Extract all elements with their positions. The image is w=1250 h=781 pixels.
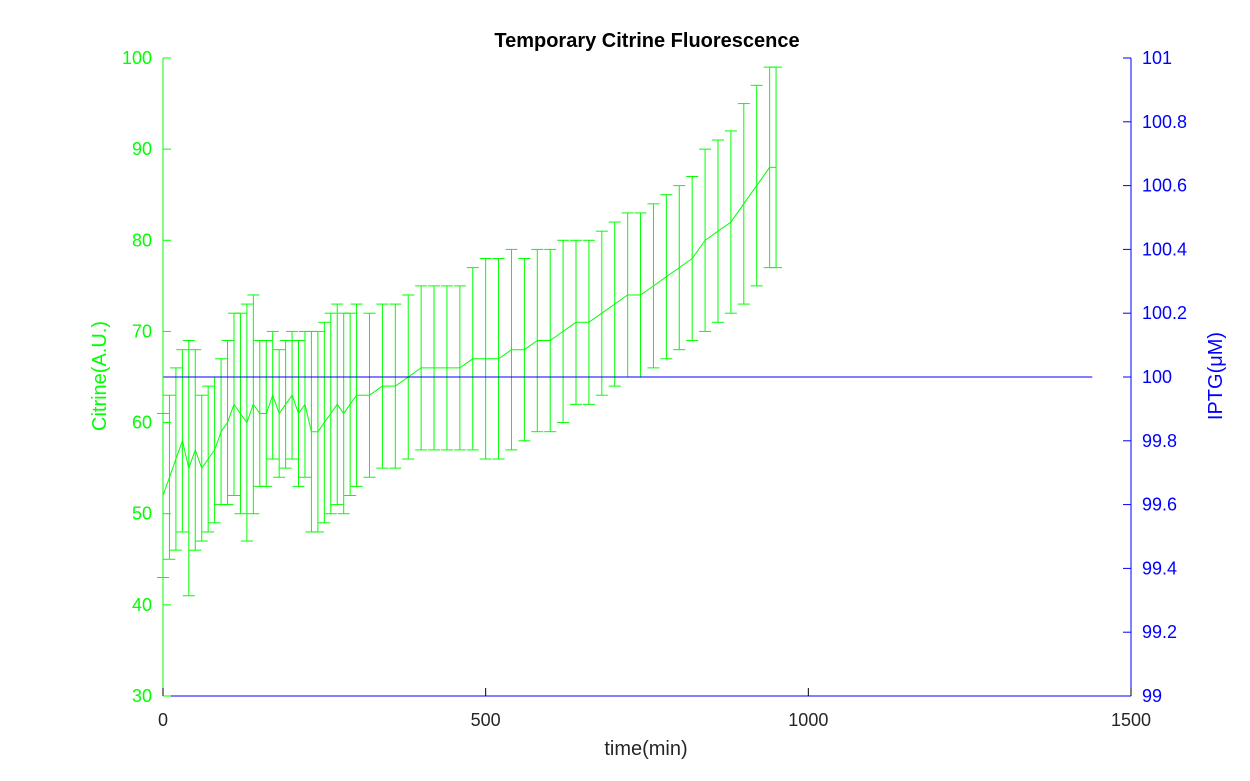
x-tick-label: 0 bbox=[158, 710, 168, 730]
y-right-tick-label: 99.2 bbox=[1142, 622, 1177, 642]
y-right-tick-label: 99.8 bbox=[1142, 431, 1177, 451]
y-left-tick-label: 60 bbox=[132, 413, 152, 433]
y-axis-left-label: Citrine(A.U.) bbox=[89, 321, 111, 431]
y-right-tick-label: 100.2 bbox=[1142, 303, 1187, 323]
y-right-tick-label: 99.4 bbox=[1142, 558, 1177, 578]
y-left-tick-label: 100 bbox=[122, 48, 152, 68]
series-layer bbox=[157, 66, 1093, 597]
y-right-tick-label: 100.8 bbox=[1142, 112, 1187, 132]
y-axis-right-label: IPTG(μM) bbox=[1205, 332, 1227, 420]
y-right-tick-label: 99 bbox=[1142, 686, 1162, 706]
y-left-tick-label: 30 bbox=[132, 686, 152, 706]
x-axis-label: time(min) bbox=[604, 738, 687, 760]
y-left-tick-label: 80 bbox=[132, 230, 152, 250]
y-right-tick-label: 100.4 bbox=[1142, 239, 1187, 259]
y-right-tick-label: 99.6 bbox=[1142, 495, 1177, 515]
y-left-tick-label: 90 bbox=[132, 139, 152, 159]
citrine-series-line bbox=[162, 166, 777, 496]
y-left-tick-label: 50 bbox=[132, 504, 152, 524]
y-left-tick-label: 40 bbox=[132, 595, 152, 615]
axes-layer: 0 500 1000 1500 30 40 50 60 70 80 90 100 99 99.2 99.4 9… bbox=[122, 48, 1187, 730]
y-right-tick-label: 101 bbox=[1142, 48, 1172, 68]
chart-title: Temporary Citrine Fluorescence bbox=[494, 30, 799, 52]
x-tick-label: 500 bbox=[471, 710, 501, 730]
y-right-tick-label: 100.6 bbox=[1142, 176, 1187, 196]
x-tick-label: 1500 bbox=[1111, 710, 1151, 730]
y-right-tick-label: 100 bbox=[1142, 367, 1172, 387]
x-tick-label: 1000 bbox=[788, 710, 828, 730]
y-left-tick-label: 70 bbox=[132, 321, 152, 341]
